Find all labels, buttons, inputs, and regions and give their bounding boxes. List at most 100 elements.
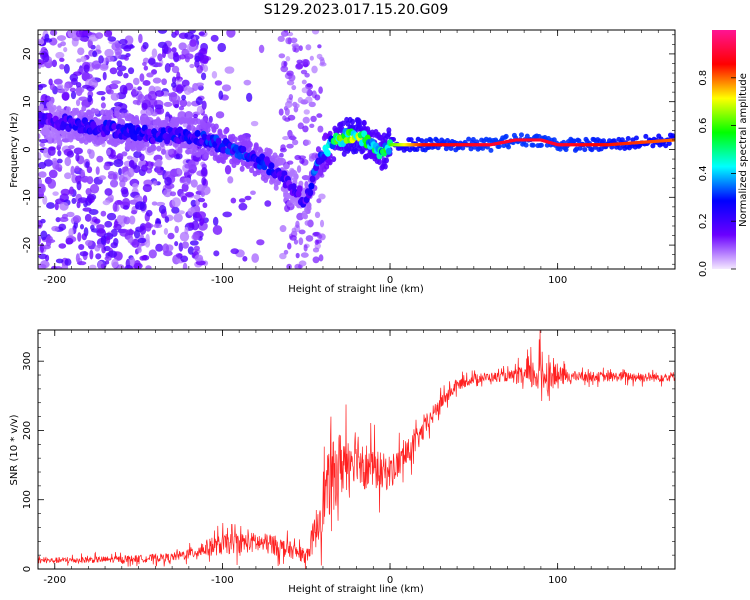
spectrogram-noise-cell [107, 194, 114, 202]
spectrogram-noise-cell [318, 193, 326, 200]
spectrogram-noise-cell [303, 109, 310, 115]
spectrogram-noise-cell [282, 115, 287, 121]
spectrogram-noise-cell [292, 139, 299, 146]
spectrogram-noise-cell [133, 260, 141, 269]
spectrogram-noise-cell [213, 250, 220, 257]
spectrogram-ridge-cell [385, 147, 392, 155]
spectrogram-noise-cell [121, 151, 128, 157]
spectrogram-halo [488, 147, 494, 153]
spectrogram-noise-cell [65, 237, 74, 245]
spectrogram-noise-cell [185, 191, 194, 197]
spectrogram-noise-cell [238, 198, 246, 203]
spectrogram-noise-cell [79, 251, 89, 257]
spectrogram-noise-cell [177, 111, 187, 120]
spectrogram-noise-cell [89, 183, 100, 194]
spectrogram-noise-cell [119, 108, 128, 114]
spectrogram-noise-cell [110, 242, 118, 249]
spectrogram-noise-cell [302, 116, 310, 124]
spectrogram-noise-cell [215, 111, 225, 119]
spectrogram-halo [139, 142, 145, 149]
spectrogram-noise-cell [238, 202, 248, 211]
spectrogram-halo [56, 105, 62, 112]
spectrogram-noise-cell [102, 71, 107, 81]
spectrogram-noise-cell [195, 96, 203, 106]
spectrogram-noise-cell [298, 45, 303, 52]
spectrogram-noise-cell [285, 37, 292, 45]
spectrogram-noise-cell [85, 239, 93, 247]
spectrogram-halo [617, 145, 623, 151]
spectrogram-noise-cell [154, 104, 164, 110]
spectrogram-noise-cell [103, 163, 111, 171]
spectrogram-noise-cell [75, 99, 81, 107]
spectrogram-noise-cell [314, 94, 321, 101]
spectrogram-noise-cell [72, 215, 82, 224]
spectrogram-noise-cell [280, 144, 286, 151]
spectrogram-noise-cell [55, 217, 61, 223]
spectrogram-noise-cell [314, 239, 319, 245]
spectrogram-noise-cell [46, 202, 55, 209]
spectrogram-noise-cell [317, 234, 323, 239]
spectrogram-noise-cell [58, 223, 67, 231]
spectrogram-noise-cell [197, 197, 206, 203]
spectrogram-noise-cell [64, 156, 72, 167]
spectrogram-noise-cell [141, 102, 148, 111]
spectrogram-noise-cell [283, 61, 288, 67]
spectrogram-noise-cell [242, 256, 248, 262]
spectrogram-noise-cell [176, 168, 182, 175]
spectrogram-noise-cell [199, 47, 208, 55]
spectrogram-noise-cell [304, 220, 310, 226]
spectrogram-noise-cell [128, 159, 135, 169]
spectrogram-halo [46, 128, 52, 135]
spectrogram-noise-cell [194, 254, 204, 262]
spectrogram-noise-cell [290, 37, 298, 44]
spectrogram-halo [125, 137, 131, 144]
spectrogram-noise-cell [147, 90, 158, 101]
colorbar-tick-label: 0.6 [698, 118, 709, 134]
spectrogram-noise-cell [305, 96, 313, 104]
spectrogram-noise-cell [137, 86, 142, 91]
spectrogram-noise-cell [193, 245, 200, 252]
spectrogram-halo [177, 146, 183, 153]
spectrogram-ridge-cell [268, 162, 275, 170]
spectrogram-noise-cell [309, 55, 314, 61]
spectrogram-noise-cell [143, 65, 149, 71]
snr-frame [37, 329, 676, 570]
spectrogram-noise-cell [304, 139, 311, 146]
spectrogram-noise-cell [145, 209, 153, 217]
spectrogram-noise-cell [137, 237, 147, 244]
spectrogram-halo [414, 147, 420, 153]
spectrogram-halo [327, 130, 333, 137]
spectrogram-noise-cell [104, 256, 112, 261]
spectrogram-noise-cell [181, 241, 189, 249]
spectrogram-noise-cell [55, 51, 65, 59]
y-tick-label: 0 [22, 146, 33, 152]
spectrogram-noise-cell [167, 232, 175, 240]
spectrogram-noise-cell [123, 72, 129, 79]
spectrogram-noise-cell [176, 71, 181, 81]
spectrogram-noise-cell [89, 264, 97, 269]
spectrogram-noise-cell [100, 96, 106, 101]
spectrogram-halo [538, 142, 544, 148]
spectrogram-noise-cell [56, 35, 67, 42]
spectrogram-noise-cell [289, 235, 297, 241]
spectrogram-noise-cell [98, 175, 107, 181]
spectrogram-noise-cell [49, 30, 58, 36]
spectrogram-ridge-cell [201, 133, 208, 141]
spectrogram-noise-cell [117, 70, 123, 77]
spectrogram-noise-cell [68, 145, 75, 150]
spectrogram-noise-cell [129, 257, 136, 266]
spectrogram-noise-cell [308, 101, 316, 108]
spectrogram-noise-cell [224, 66, 235, 74]
spectrogram-noise-cell [81, 233, 87, 241]
spectrogram-noise-cell [42, 52, 50, 63]
spectrogram-noise-cell [317, 125, 324, 133]
spectrogram-noise-cell [74, 165, 80, 172]
spectrogram-noise-cell [157, 62, 163, 68]
spectrogram-noise-cell [60, 188, 71, 196]
spectrogram-noise-cell [243, 79, 252, 86]
spectrogram-noise-cell [164, 63, 171, 73]
spectrogram-noise-cell [110, 92, 120, 101]
spectrogram-noise-cell [47, 178, 57, 189]
spectrogram-noise-cell [83, 64, 90, 73]
spectrogram-noise-cell [308, 155, 315, 162]
